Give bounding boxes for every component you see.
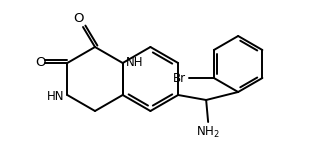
Text: Br: Br [173, 71, 186, 84]
Text: O: O [35, 57, 45, 70]
Text: NH: NH [126, 56, 143, 68]
Text: HN: HN [47, 89, 64, 103]
Text: NH$_2$: NH$_2$ [196, 125, 220, 140]
Text: O: O [74, 12, 84, 25]
